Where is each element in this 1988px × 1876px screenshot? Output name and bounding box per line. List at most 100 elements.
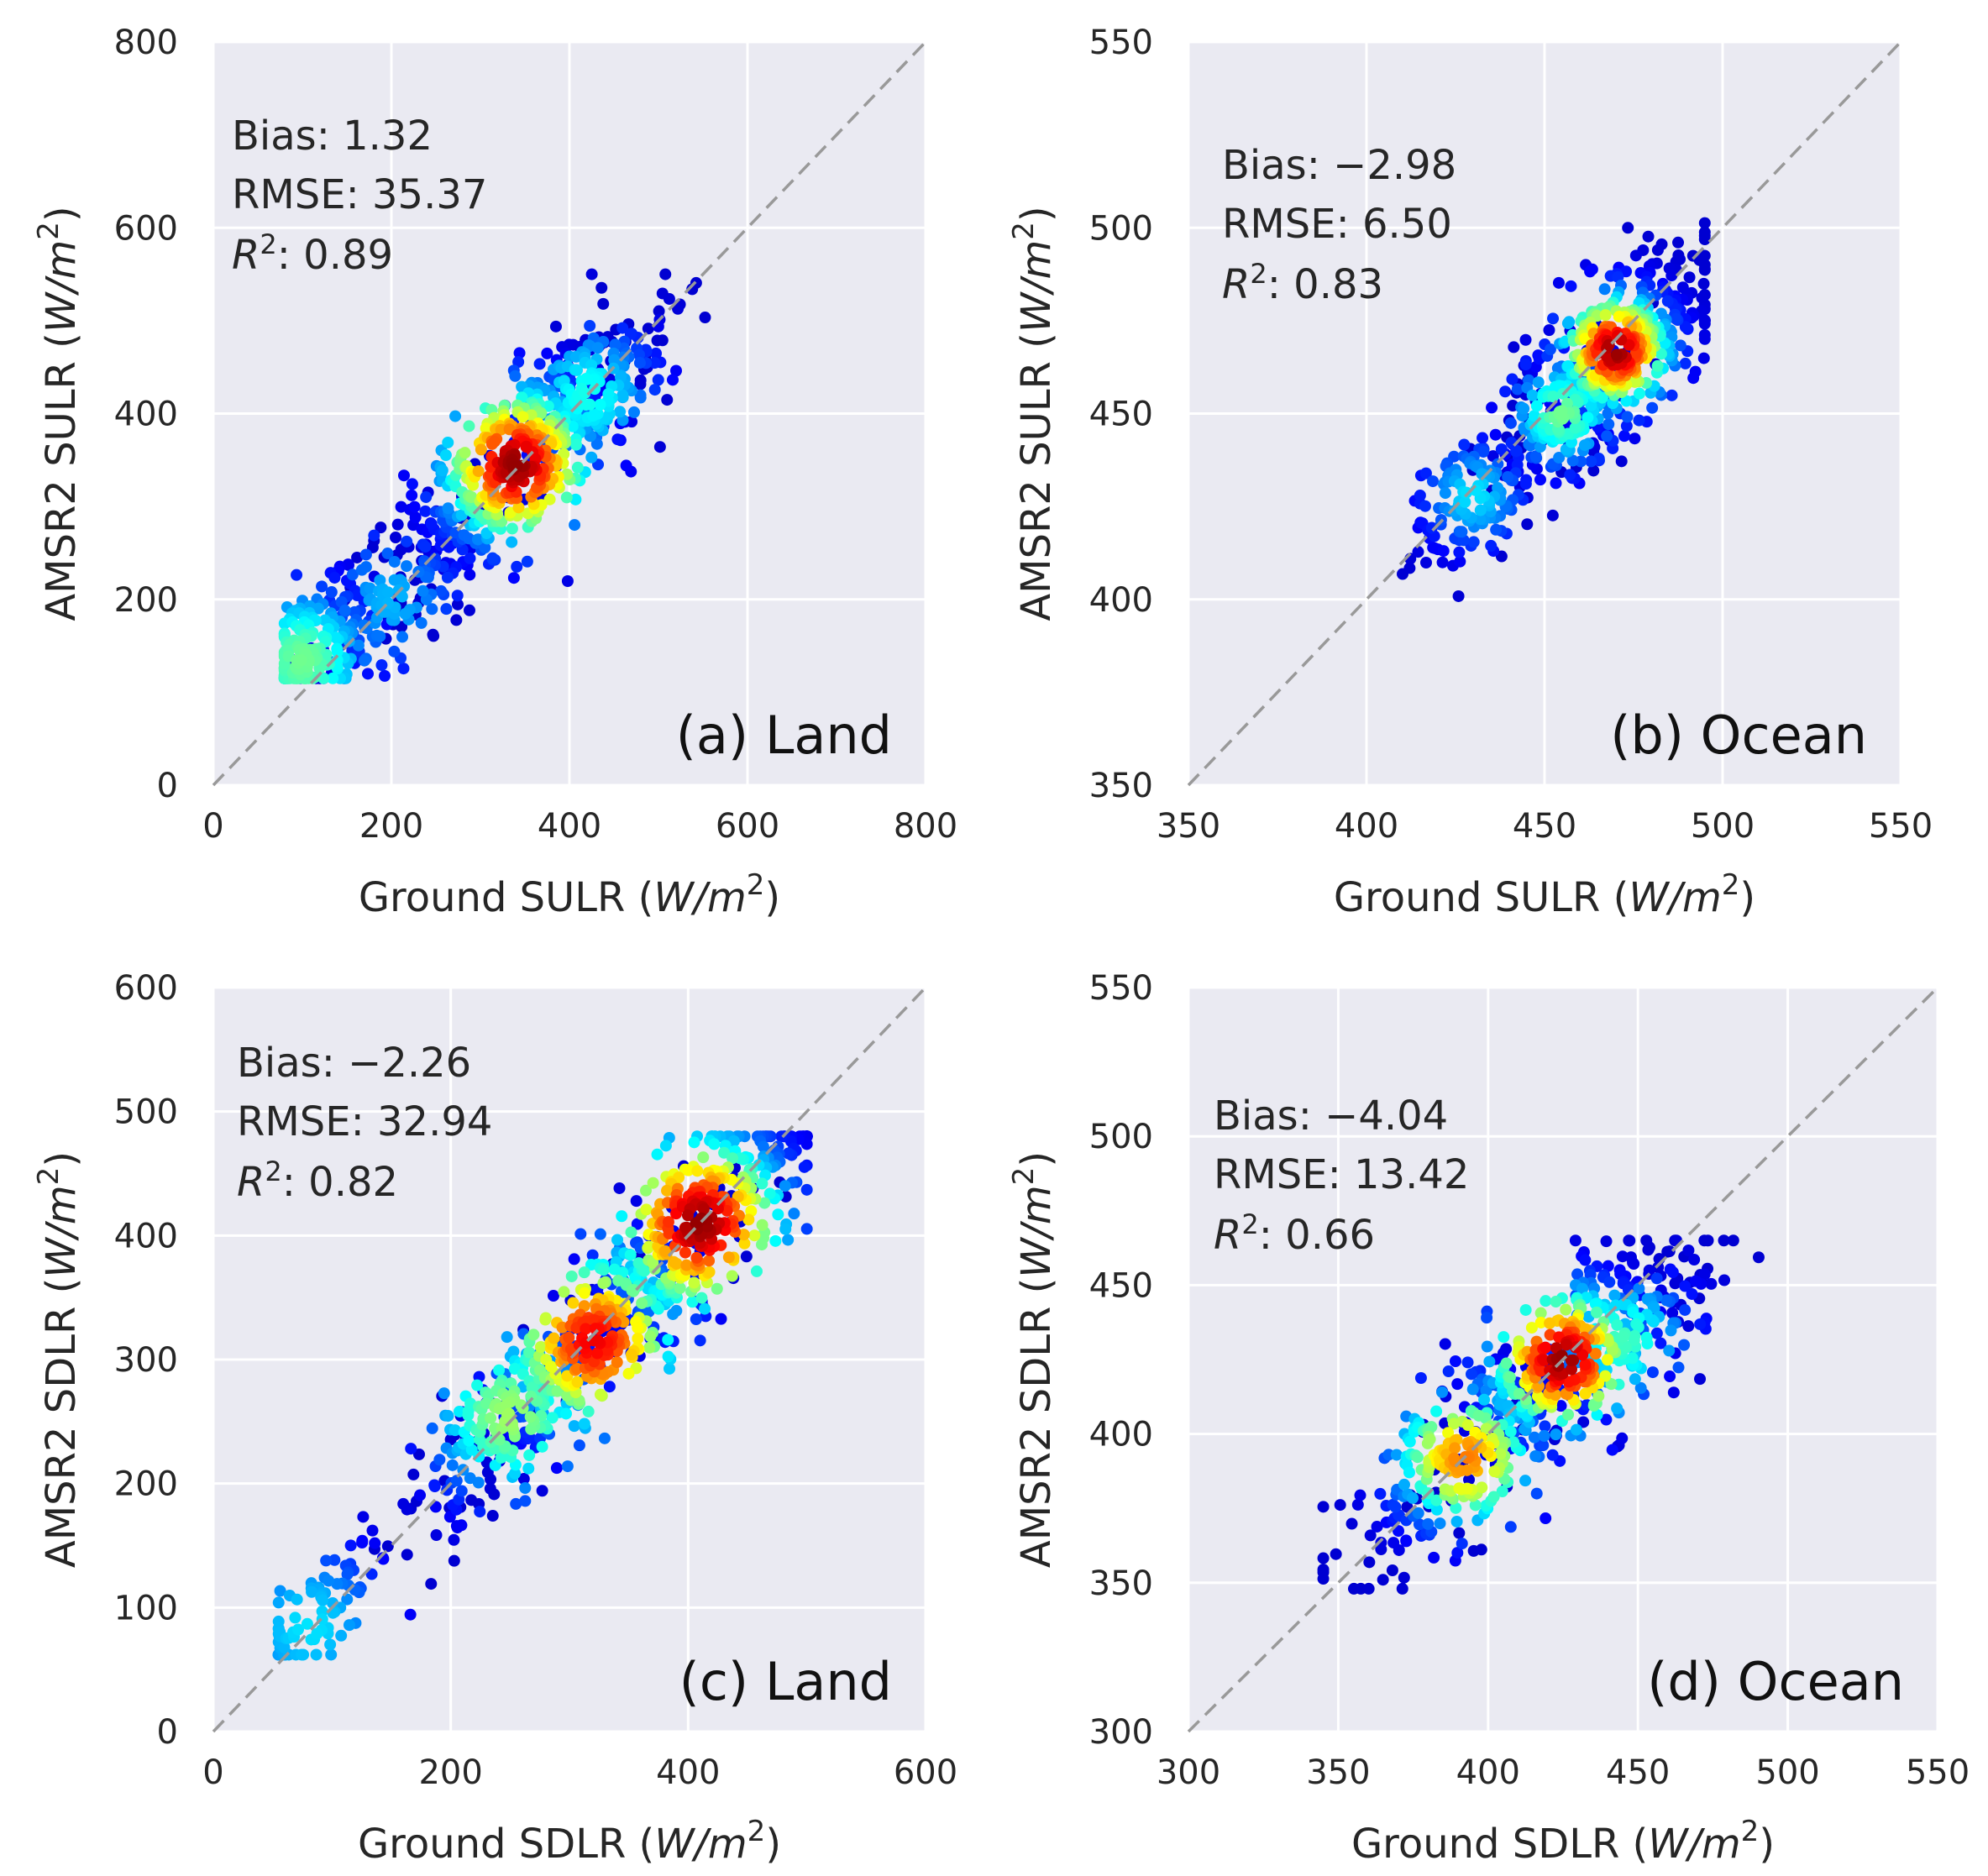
scatter-point (401, 560, 413, 573)
scatter-point (616, 1210, 628, 1223)
scatter-point (1650, 1327, 1663, 1339)
scatter-point (608, 1263, 621, 1276)
scatter-point (1459, 495, 1471, 508)
scatter-point (1450, 1515, 1463, 1528)
scatter-point (1569, 422, 1581, 434)
scatter-point (1615, 455, 1628, 468)
scatter-point (1466, 1383, 1479, 1396)
bias-label: Bias: −2.26 (237, 1040, 471, 1087)
scatter-point (379, 669, 391, 682)
scatter-point (446, 1459, 459, 1471)
scatter-point (1363, 1556, 1376, 1569)
scatter-point (1589, 1297, 1602, 1310)
scatter-point (782, 1147, 795, 1160)
scatter-point (567, 1347, 580, 1360)
scatter-point (697, 1151, 710, 1164)
scatter-point (312, 602, 324, 615)
scatter-point (1407, 1491, 1419, 1504)
scatter-point (436, 464, 448, 477)
scatter-point (1679, 357, 1692, 369)
scatter-point (587, 409, 600, 422)
scatter-point (1420, 557, 1433, 569)
x-tick-label: 800 (894, 807, 957, 846)
scatter-point (1618, 430, 1631, 443)
scatter-point (1495, 443, 1508, 455)
scatter-point (1477, 445, 1490, 458)
scatter-point (391, 518, 404, 531)
scatter-point (375, 521, 387, 534)
scatter-point (1450, 1501, 1462, 1514)
scatter-point (573, 1439, 585, 1452)
scatter-point (1456, 1538, 1468, 1550)
scatter-point (1560, 1339, 1572, 1351)
scatter-point (463, 420, 475, 432)
scatter-point (486, 1510, 499, 1522)
scatter-point (782, 1234, 795, 1246)
scatter-point (680, 1259, 693, 1271)
scatter-point (1371, 1520, 1383, 1533)
scatter-point (1670, 312, 1682, 325)
r2-label: R2: 0.66 (1214, 1208, 1375, 1259)
scatter-point (430, 1529, 443, 1542)
scatter-point (1351, 1498, 1364, 1511)
scatter-point (1565, 1363, 1577, 1376)
scatter-point (1540, 1341, 1552, 1354)
scatter-point (632, 1322, 644, 1334)
scatter-point (527, 1328, 540, 1341)
scatter-point (748, 1229, 761, 1242)
scatter-point (648, 384, 661, 396)
scatter-point (473, 1450, 485, 1463)
scatter-point (680, 1221, 693, 1234)
scatter-point (616, 389, 629, 401)
scatter-point (536, 1440, 548, 1453)
scatter-point (1698, 233, 1711, 246)
scatter-point (726, 1152, 739, 1165)
scatter-point (1664, 1370, 1676, 1383)
scatter-point (1752, 1251, 1765, 1264)
rmse-label: RMSE: 13.42 (1214, 1151, 1469, 1198)
scatter-point (419, 541, 432, 553)
scatter-point (1499, 385, 1512, 398)
scatter-point (1506, 373, 1519, 385)
scatter-point (1534, 1316, 1547, 1328)
scatter-point (639, 1184, 652, 1197)
scatter-point (1400, 1534, 1413, 1547)
scatter-point (1374, 1487, 1387, 1500)
scatter-point (1663, 1344, 1676, 1357)
scatter-point (356, 1537, 369, 1549)
y-tick-label: 0 (157, 1713, 178, 1752)
x-tick-label: 400 (1335, 807, 1398, 846)
scatter-point (406, 489, 418, 501)
scatter-point (644, 1330, 657, 1343)
scatter-point (1679, 321, 1692, 333)
scatter-point (1532, 376, 1545, 389)
scatter-point (697, 1203, 710, 1215)
scatter-point (1646, 1366, 1659, 1379)
scatter-point (435, 584, 448, 597)
scatter-point (448, 1533, 460, 1546)
scatter-point (1607, 1344, 1619, 1356)
scatter-point (1412, 1507, 1424, 1519)
scatter-point (1411, 1451, 1424, 1464)
scatter-point (1476, 1481, 1488, 1494)
y-tick-label: 500 (114, 1093, 178, 1132)
scatter-point (1667, 1386, 1680, 1399)
bias-label: Bias: −2.98 (1222, 142, 1456, 189)
scatter-point (1620, 420, 1633, 432)
scatter-point (412, 1448, 425, 1460)
scatter-point (643, 1341, 656, 1354)
scatter-point (695, 1292, 708, 1304)
scatter-point (1430, 1494, 1443, 1507)
scatter-point (590, 438, 603, 450)
scatter-point (272, 1596, 285, 1609)
scatter-point (1598, 283, 1611, 296)
y-tick-label: 300 (1089, 1713, 1153, 1752)
scatter-point (1498, 1331, 1510, 1344)
scatter-point (1425, 521, 1438, 534)
scatter-point (548, 1332, 560, 1344)
scatter-point (1655, 1337, 1667, 1349)
scatter-point (459, 447, 471, 459)
scatter-point (1519, 359, 1532, 371)
scatter-points (272, 1130, 813, 1661)
y-tick-label: 100 (114, 1589, 178, 1627)
